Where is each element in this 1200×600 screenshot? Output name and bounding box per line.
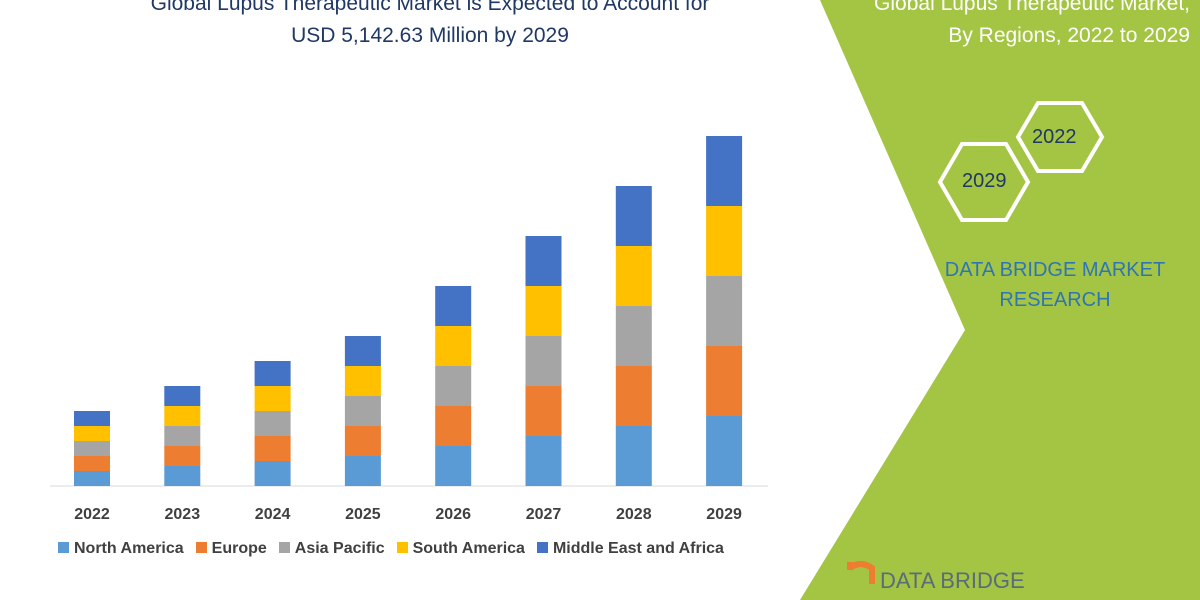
green-panel	[800, 0, 1200, 600]
x-tick-label: 2023	[165, 506, 201, 523]
bar-2023-south-america	[164, 406, 201, 426]
bar-2027-middle-east-and-africa	[525, 236, 562, 286]
bar-2027-north-america	[525, 436, 562, 486]
x-tick-label: 2028	[616, 506, 652, 523]
bar-2026-middle-east-and-africa	[435, 286, 472, 326]
bar-2028-middle-east-and-africa	[615, 186, 652, 246]
legend-swatch	[396, 542, 408, 553]
x-tick-label: 2027	[526, 506, 562, 523]
bar-2024-south-america	[254, 386, 291, 411]
bar-2022-europe	[74, 456, 110, 471]
x-tick-label: 2025	[345, 506, 381, 523]
bar-2024-middle-east-and-africa	[254, 361, 291, 386]
legend-label: South America	[412, 540, 525, 557]
bar-2026-north-america	[435, 446, 472, 486]
legend-swatch	[58, 542, 69, 553]
bar-2027-europe	[525, 386, 562, 436]
hex-label-2022: 2022	[1032, 126, 1077, 148]
bar-2023-asia-pacific	[164, 426, 201, 446]
bar-2027-asia-pacific	[525, 336, 562, 386]
legend-label: North America	[74, 540, 184, 557]
bar-2023-middle-east-and-africa	[164, 386, 201, 406]
bar-2028-asia-pacific	[615, 306, 652, 366]
bar-2024-europe	[254, 436, 291, 461]
legend-label: Middle East and Africa	[552, 540, 724, 557]
bar-2028-europe	[615, 366, 652, 426]
bar-2022-south-america	[74, 426, 110, 441]
bar-2029-europe	[706, 346, 743, 416]
brand-text: DATA BRIDGE MARKET RESEARCH	[944, 259, 1166, 311]
legend-item: Europe	[195, 540, 267, 558]
bar-2024-asia-pacific	[254, 411, 291, 436]
bar-2025-south-america	[344, 366, 381, 396]
chart-title: Global Lupus Therapeutic Market is Expec…	[150, 0, 710, 47]
bar-2029-north-america	[706, 416, 743, 486]
legend-label: Europe	[211, 540, 267, 557]
logo-icon	[847, 561, 875, 584]
legend-item: North America	[58, 540, 184, 558]
legend: North America Europe Asia Pacific South Ame…	[58, 540, 724, 558]
bar-2029-asia-pacific	[706, 276, 743, 346]
bar-2025-asia-pacific	[344, 396, 381, 426]
x-tick-label: 2022	[74, 506, 110, 523]
bar-2026-asia-pacific	[435, 366, 472, 406]
legend-swatch	[278, 542, 290, 553]
bar-2022-north-america	[74, 471, 110, 486]
bar-2023-north-america	[164, 466, 201, 486]
bar-2025-north-america	[344, 456, 381, 486]
bar-2029-middle-east-and-africa	[706, 136, 743, 206]
legend-item: Asia Pacific	[278, 540, 385, 558]
hexagon-2029	[937, 142, 1031, 222]
legend-item: Middle East and Africa	[536, 540, 724, 558]
x-tick-label: 2026	[435, 506, 471, 523]
bar-2028-north-america	[615, 426, 652, 486]
x-tick-label: 2024	[255, 506, 291, 523]
x-tick-label: 2029	[706, 506, 742, 523]
bar-2024-north-america	[254, 461, 291, 486]
bar-2025-europe	[344, 426, 381, 456]
logo-text: DATA BRIDGE	[880, 568, 1025, 593]
bar-2026-europe	[435, 406, 472, 446]
legend-swatch	[536, 542, 548, 553]
bar-2022-middle-east-and-africa	[74, 411, 110, 426]
bar-2023-europe	[164, 446, 201, 466]
bar-2027-south-america	[525, 286, 562, 336]
hexagon-2022	[1015, 101, 1105, 173]
bar-2022-asia-pacific	[74, 441, 110, 456]
bar-2025-middle-east-and-africa	[344, 336, 381, 366]
legend-swatch	[195, 542, 207, 553]
panel-title: Global Lupus Therapeutic Market, By Regio…	[874, 0, 1190, 47]
hex-label-2029: 2029	[962, 170, 1007, 192]
bar-2026-south-america	[435, 326, 472, 366]
bar-2028-south-america	[615, 246, 652, 306]
legend-item: South America	[396, 540, 525, 558]
bar-2029-south-america	[706, 206, 743, 276]
legend-label: Asia Pacific	[294, 540, 385, 557]
